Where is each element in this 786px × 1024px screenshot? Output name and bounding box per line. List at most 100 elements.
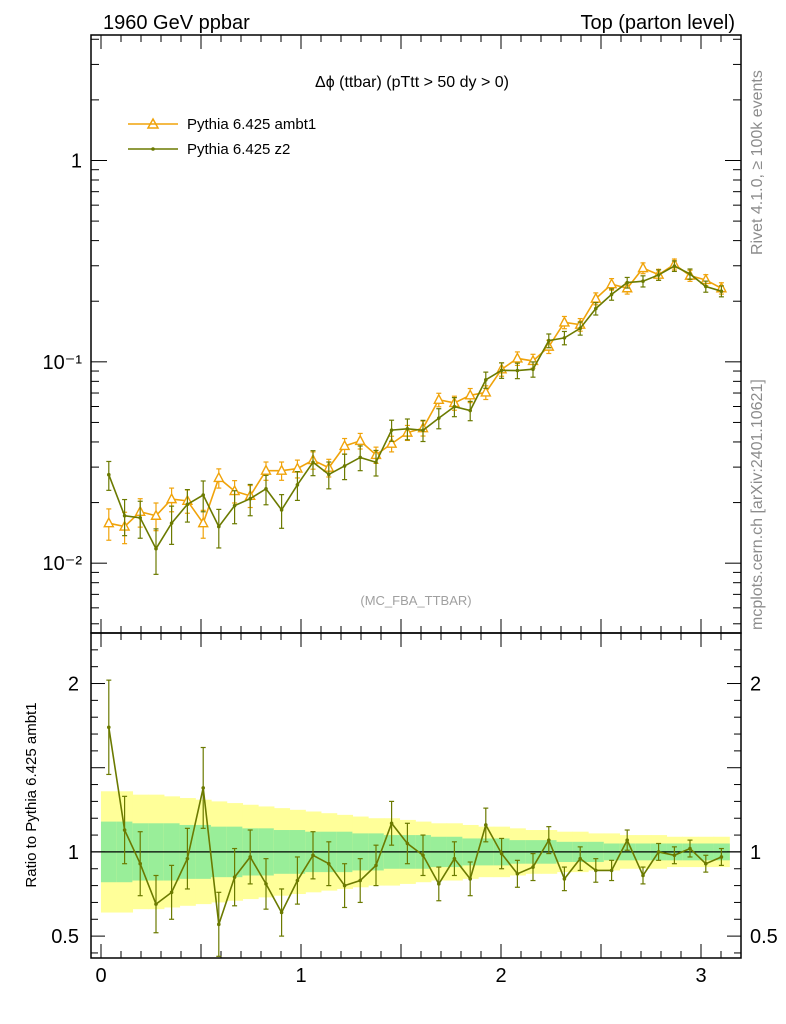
data-point — [358, 455, 363, 460]
data-point — [464, 388, 476, 400]
data-point — [275, 464, 288, 475]
data-point — [704, 284, 708, 289]
ratio-point — [248, 855, 252, 859]
data-point — [342, 464, 347, 468]
data-point — [374, 460, 378, 465]
ratio-point — [578, 856, 582, 861]
data-point — [107, 472, 111, 477]
data-point — [217, 524, 221, 529]
data-point — [562, 336, 567, 340]
data-point — [433, 393, 445, 404]
ratio-y-tick-label: 2 — [68, 674, 79, 696]
legend-ambt1-label: Pythia 6.425 ambt1 — [187, 116, 316, 133]
ratio-y-tick-label-right: 0.5 — [750, 926, 778, 948]
data-point — [138, 516, 142, 520]
ratio-point — [499, 851, 504, 856]
y-tick-label: 1 — [71, 150, 82, 172]
ratio-point — [531, 865, 535, 869]
ratio-point — [437, 882, 441, 886]
data-point — [150, 509, 162, 520]
data-point — [605, 277, 618, 289]
data-point — [327, 472, 331, 477]
data-point — [213, 471, 225, 483]
data-point — [437, 416, 441, 420]
data-point — [452, 404, 457, 409]
ratio-point — [468, 877, 473, 881]
ratio-point — [327, 861, 331, 866]
main-plot: 110⁻¹10⁻² Δϕ (ttbar) (pTtt > 50 dy > 0) … — [43, 34, 742, 634]
ratio-point — [719, 855, 724, 859]
mcplots-label: mcplots.cern.ch [arXiv:2401.10621] — [749, 379, 766, 630]
data-point — [295, 483, 300, 487]
ratio-point — [201, 786, 205, 790]
ratio-point — [295, 878, 300, 883]
ratio-point — [452, 856, 457, 861]
ratio-point — [625, 838, 629, 842]
data-point — [480, 385, 492, 397]
data-point — [385, 437, 398, 448]
y-tick-label: 10⁻² — [43, 553, 83, 575]
data-point — [169, 521, 174, 525]
data-point — [594, 306, 598, 311]
data-point — [279, 508, 284, 512]
ratio-y-tick-label-right: 1 — [750, 842, 761, 864]
ratio-point — [405, 841, 410, 846]
ratio-point — [688, 846, 692, 851]
data-point — [558, 315, 571, 327]
data-point — [515, 368, 520, 373]
data-point — [248, 496, 252, 501]
ratio-point — [484, 823, 488, 827]
ratio-point — [342, 883, 347, 888]
ratio-point — [609, 868, 614, 873]
y-tick-label: 10⁻¹ — [43, 352, 83, 374]
ratio-point — [374, 863, 378, 868]
data-point — [201, 493, 205, 497]
plot-title: Δϕ (ttbar) (pTtt > 50 dy > 0) — [315, 74, 509, 91]
data-point — [264, 487, 268, 491]
ratio-plot: 2 2 1 1 0.5 0.5 0 1 2 3 Ratio to Pythia 6.425 amb… — [23, 632, 778, 987]
ratio-point — [389, 821, 394, 826]
x-tick-label: 1 — [295, 965, 306, 987]
ratio-point — [515, 872, 520, 876]
ratio-y-tick-label: 0.5 — [51, 926, 79, 948]
ratio-point — [672, 853, 677, 858]
ratio-point — [138, 861, 142, 866]
data-point — [311, 460, 315, 465]
ratio-ylabel: Ratio to Pythia 6.425 ambt1 — [23, 702, 40, 887]
data-point — [291, 462, 304, 473]
ratio-point — [169, 890, 174, 895]
data-point — [609, 292, 614, 297]
data-point — [468, 408, 473, 413]
x-tick-label: 3 — [695, 965, 706, 987]
data-point — [197, 516, 209, 528]
ratio-point — [154, 902, 158, 906]
data-point — [260, 464, 272, 475]
data-point — [421, 428, 425, 433]
ratio-point — [656, 850, 661, 854]
data-point — [154, 546, 158, 551]
ratio-point — [421, 853, 425, 858]
data-point — [354, 434, 366, 446]
data-point — [531, 367, 535, 372]
data-point — [484, 378, 488, 382]
ratio-point — [279, 910, 284, 915]
ratio-point — [122, 828, 127, 832]
rivet-label: Rivet 4.1.0, ≥ 100k events — [749, 70, 766, 255]
data-point — [511, 351, 524, 363]
data-point — [389, 428, 394, 432]
data-point — [637, 261, 649, 273]
series-line — [108, 265, 722, 551]
ratio-point — [641, 873, 645, 878]
ratio-point — [107, 725, 111, 730]
data-point — [232, 503, 237, 508]
data-point — [122, 513, 127, 518]
data-point — [688, 272, 692, 276]
ratio-point — [704, 861, 708, 866]
ratio-point — [185, 856, 190, 861]
ratio-point — [232, 875, 237, 879]
data-point — [547, 338, 551, 343]
data-point — [405, 426, 410, 431]
data-point — [165, 492, 178, 504]
ratio-point — [264, 882, 268, 886]
